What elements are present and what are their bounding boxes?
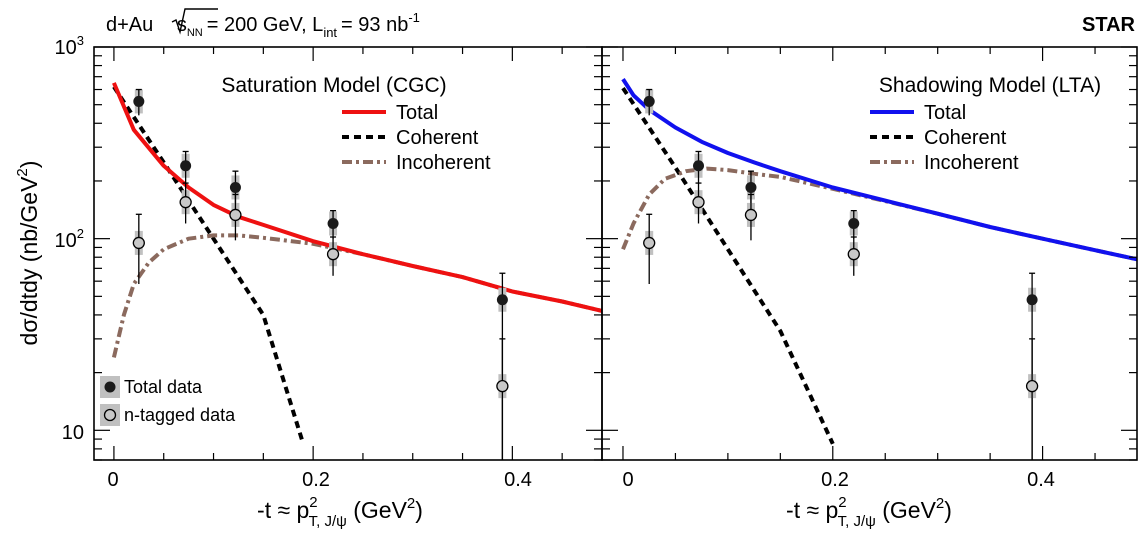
- experiment-label: STAR: [1082, 14, 1136, 36]
- right-panel-frame: [601, 46, 1138, 461]
- left-ntag-point-3-marker: [326, 248, 340, 261]
- x-tick-label-left-0.2: 0.2: [302, 469, 330, 491]
- y-tick-labels: 103 102 10: [55, 33, 84, 444]
- left-panel-title: Saturation Model (CGC): [221, 74, 446, 97]
- x-tick-label-right-0: 0: [622, 469, 633, 491]
- x-tick-labels: 0 0.2 0.4 0 0.2 0.4: [107, 469, 1054, 491]
- x-axis-label-right: -t ≈ p2 T, J/ψ (GeV2): [786, 494, 952, 530]
- x-axis-label-left: -t ≈ p2 T, J/ψ (GeV2): [257, 494, 423, 530]
- sqrt-icon: [171, 8, 218, 35]
- right-ntag-point-4-marker: [1025, 379, 1039, 393]
- legend-marker-ntag: [103, 408, 117, 422]
- left-total-point-1-marker: [180, 160, 192, 172]
- right-total-point-3-marker: [848, 217, 860, 229]
- collision-system: d+Au: [106, 14, 153, 36]
- legend-label-total: Total: [396, 102, 438, 124]
- right-total-point-4-marker: [1026, 294, 1038, 306]
- legend-marker-total: [104, 381, 116, 393]
- left-curve-coherent: [112, 85, 306, 445]
- right-ntag-point-1-marker: [692, 196, 705, 209]
- axis-ticks-layer: [94, 46, 1137, 461]
- left-ntag-point-1-marker: [179, 196, 192, 209]
- right-total-point-1-marker: [693, 160, 705, 172]
- right-legend: Total Coherent Incoherent: [870, 102, 1019, 174]
- legend-label-total-data: Total data: [124, 377, 203, 397]
- y-axis-label: dσ/dtdy (nb/GeV2): [14, 161, 42, 346]
- lumi-value: = 93 nb: [341, 14, 408, 36]
- right-total-point-2-marker: [745, 181, 757, 193]
- right-panel-title: Shadowing Model (LTA): [879, 74, 1101, 97]
- y-tick-label-100: 102: [55, 226, 84, 252]
- legend-label-ntag-data: n-tagged data: [124, 405, 236, 425]
- x-tick-label-left-0: 0: [107, 469, 118, 491]
- left-total-point-4-marker: [496, 294, 508, 306]
- right-curve-total: [621, 78, 1137, 262]
- left-ntag-point-4-marker: [496, 379, 509, 393]
- right-ntag-point-0-marker: [643, 236, 656, 250]
- x-tick-label-right-0.4: 0.4: [1027, 469, 1055, 491]
- left-total-point-2-marker: [229, 181, 241, 193]
- right-curve-coherent: [621, 86, 835, 445]
- energy-value: = 200 GeV, L: [207, 14, 324, 36]
- lumi-exponent: -1: [408, 10, 420, 25]
- left-ntag-point-2-marker: [229, 208, 242, 222]
- legend-label-total: Total: [924, 102, 966, 124]
- x-tick-label-right-0.2: 0.2: [821, 469, 849, 491]
- legend-label-coherent: Coherent: [924, 127, 1007, 149]
- lumi-subscript: int: [323, 25, 337, 40]
- left-curve-incoherent: [111, 233, 602, 358]
- right-ntag-point-2-marker: [744, 208, 758, 222]
- header-text: d+Au sNN = 200 GeV, Lint = 93 nb-1: [106, 10, 420, 40]
- right-ntag-point-3-marker: [847, 248, 860, 261]
- left-legend: Total Coherent Incoherent: [342, 102, 491, 174]
- legend-label-incoherent: Incoherent: [396, 152, 491, 174]
- legend-label-incoherent: Incoherent: [924, 152, 1019, 174]
- left-total-point-0-marker: [133, 95, 145, 107]
- data-legend: Total data n-tagged data: [100, 376, 236, 426]
- data-points-layer: [132, 88, 1039, 460]
- left-panel-frame: [93, 46, 603, 461]
- y-tick-label-1000: 103: [55, 33, 84, 59]
- left-total-point-3-marker: [327, 217, 339, 229]
- left-ntag-point-0-marker: [132, 236, 145, 250]
- sqrt-placeholder: [161, 14, 167, 36]
- y-tick-label-10: 10: [62, 422, 84, 444]
- energy-subscript: NN: [187, 27, 203, 39]
- x-tick-label-left-0.4: 0.4: [504, 469, 532, 491]
- legend-label-coherent: Coherent: [396, 127, 479, 149]
- right-total-point-0-marker: [643, 95, 655, 107]
